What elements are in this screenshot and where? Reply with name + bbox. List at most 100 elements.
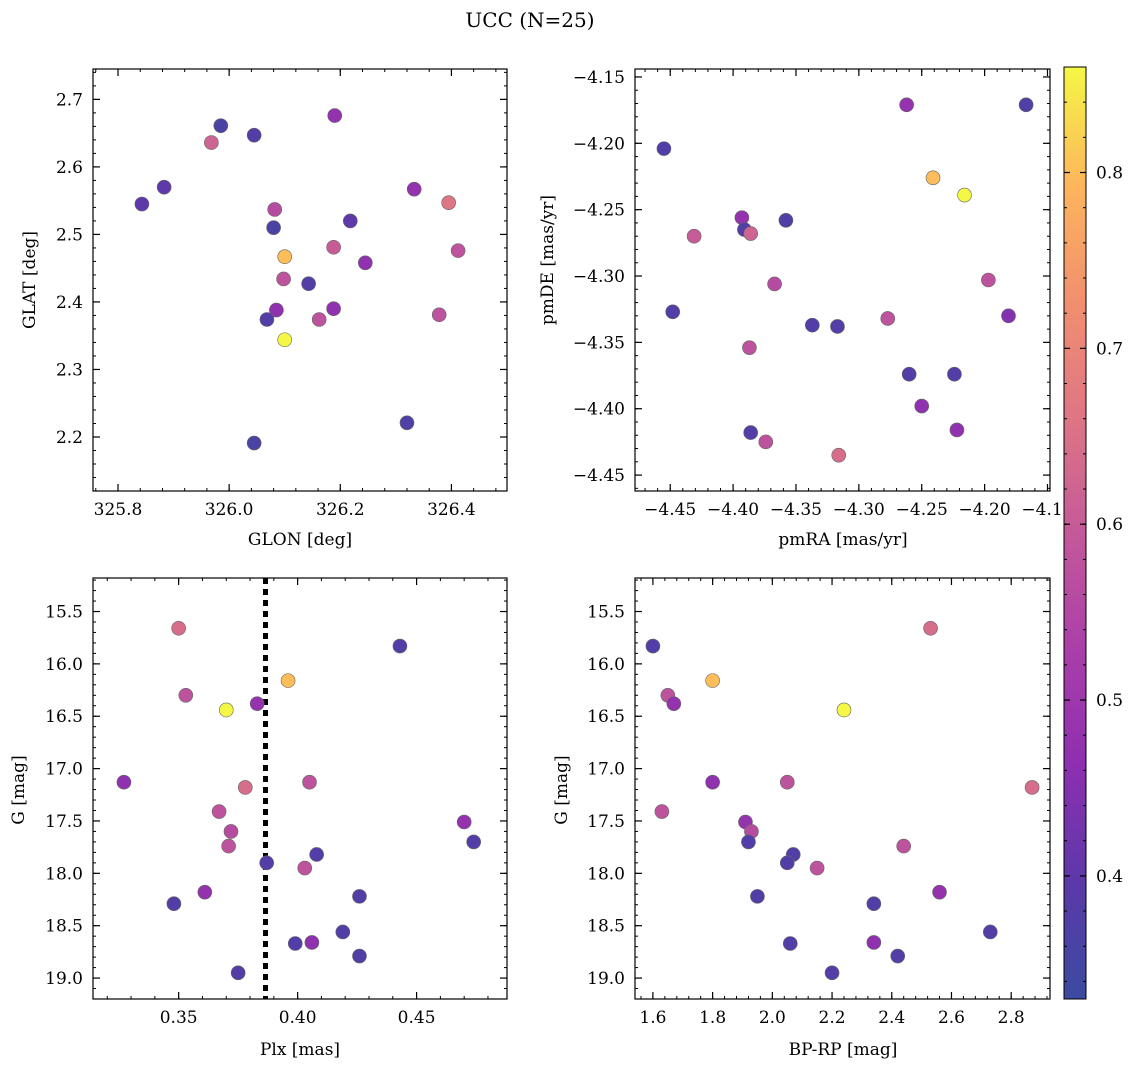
data-point <box>311 312 327 327</box>
x-axis-label: Plx [mas] <box>260 1040 340 1060</box>
x-axis-label: GLON [deg] <box>248 530 352 550</box>
data-point <box>302 774 317 790</box>
data-point <box>890 948 906 964</box>
data-point <box>836 702 852 718</box>
y-tick-label: 16.5 <box>587 707 625 727</box>
colorbar-tick-label: 0.4 <box>1096 867 1123 887</box>
data-point <box>223 824 239 839</box>
scatter-panel-2: −4.45 −4.40 −4.35 −4.30 −4.25 −4.20 −4.15 −4.45… <box>538 68 1074 550</box>
colorbar-tick-label: 0.7 <box>1096 339 1123 359</box>
scatter-panel-1: 325.8 326.0 326.2 326.4 2.2 2.3 2.4 2.5 2.6 2.7 GL… <box>20 68 508 550</box>
data-point <box>947 366 962 382</box>
y-tick-label: 18.0 <box>45 864 83 884</box>
data-point <box>705 673 720 688</box>
y-tick-label: −4.15 <box>573 68 625 88</box>
data-point <box>866 935 882 950</box>
colorbar-tick-label: 0.5 <box>1096 691 1123 711</box>
data-point <box>981 272 996 288</box>
data-point <box>899 97 914 113</box>
colorbar-gradient <box>1063 66 1087 1000</box>
x-tick-label: 326.0 <box>205 500 254 520</box>
data-point <box>949 422 965 438</box>
data-point <box>342 213 358 229</box>
data-point <box>779 855 795 871</box>
y-tick-label: 17.0 <box>587 760 625 780</box>
data-point <box>276 271 291 287</box>
x-tick-label: 1.6 <box>639 1008 666 1028</box>
y-axis-label: G [mag] <box>552 755 572 824</box>
data-point <box>831 447 847 463</box>
data-point <box>1001 308 1016 324</box>
x-tick-label: −4.45 <box>644 500 696 520</box>
y-tick-label: −4.30 <box>573 267 625 287</box>
y-tick-label: 16.0 <box>587 655 625 675</box>
data-point <box>277 249 293 265</box>
data-point <box>259 312 275 327</box>
x-tick-label: 0.35 <box>160 1008 198 1028</box>
x-tick-label: −4.20 <box>959 500 1011 520</box>
colorbar-tick-label: 0.8 <box>1096 164 1123 184</box>
data-point <box>957 187 972 203</box>
data-point <box>218 702 234 718</box>
x-tick-label: 325.8 <box>94 500 143 520</box>
y-tick-label: 2.6 <box>56 158 83 178</box>
data-point <box>301 276 316 292</box>
data-point <box>666 696 682 711</box>
data-point <box>654 804 670 819</box>
figure-title: UCC (N=25) <box>465 8 594 32</box>
data-point <box>880 311 896 326</box>
y-tick-label: 15.5 <box>587 603 625 623</box>
data-point <box>134 196 150 212</box>
x-tick-label: −4.30 <box>833 500 885 520</box>
data-point <box>392 638 408 654</box>
data-point <box>982 924 998 940</box>
y-tick-label: −4.40 <box>573 400 625 420</box>
data-point <box>156 179 172 195</box>
plot-area <box>92 577 508 1000</box>
x-tick-label: 2.0 <box>759 1008 786 1028</box>
colorbar-tick-label: 0.6 <box>1096 515 1123 535</box>
y-tick-label: 17.0 <box>45 760 83 780</box>
data-point <box>249 696 265 711</box>
data-point <box>758 434 774 450</box>
data-point <box>211 804 227 819</box>
y-tick-label: −4.25 <box>573 201 625 221</box>
data-point <box>824 965 840 981</box>
data-point <box>743 425 758 440</box>
x-tick-label: 326.2 <box>316 500 365 520</box>
scatter-panel-3: 0.35 0.40 0.45 15.5 16.0 16.5 17.0 17.5 18.0 18.5… <box>9 577 508 1060</box>
x-tick-label: 0.40 <box>279 1008 317 1028</box>
y-tick-label: 2.4 <box>56 293 83 313</box>
y-tick-label: 18.5 <box>45 917 83 937</box>
y-tick-label: 19.0 <box>45 969 83 989</box>
data-point <box>221 838 236 854</box>
data-point <box>914 398 930 414</box>
data-point <box>743 226 758 241</box>
data-point <box>280 673 296 688</box>
data-point <box>309 847 324 862</box>
data-point <box>116 774 132 790</box>
data-point <box>705 774 720 790</box>
x-tick-label: 326.4 <box>427 500 476 520</box>
data-point <box>901 366 917 382</box>
y-tick-label: 16.0 <box>45 655 83 675</box>
x-axis-label: BP-RP [mag] <box>789 1040 898 1060</box>
data-point <box>178 687 194 703</box>
plot-area <box>92 68 508 492</box>
data-point <box>925 170 941 186</box>
data-point <box>1024 780 1040 795</box>
scatter-panel-4: 1.6 1.8 2.0 2.2 2.4 2.6 2.8 15.5 16.0 16.5 17.0 17.… <box>552 577 1051 1060</box>
y-tick-label: 16.5 <box>45 707 83 727</box>
y-tick-label: 15.5 <box>45 603 83 623</box>
y-axis-label: GLAT [deg] <box>20 231 40 329</box>
data-point <box>166 896 182 911</box>
data-point <box>778 212 794 228</box>
data-point <box>456 814 472 830</box>
x-tick-label: 2.6 <box>938 1008 965 1028</box>
data-point <box>246 435 262 451</box>
x-tick-label: 2.2 <box>819 1008 846 1028</box>
data-point <box>230 965 246 981</box>
x-tick-label: 2.8 <box>998 1008 1025 1028</box>
y-tick-label: −4.35 <box>573 333 625 353</box>
